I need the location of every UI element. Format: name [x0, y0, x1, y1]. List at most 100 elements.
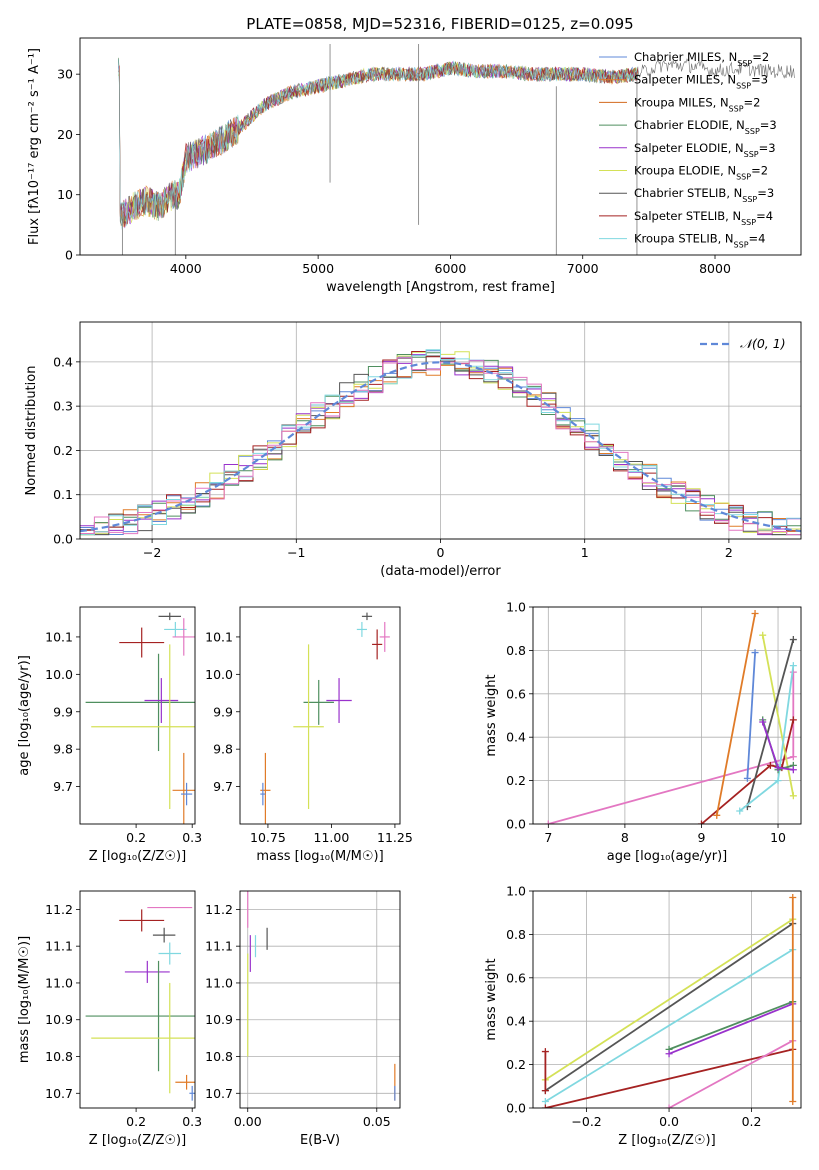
y-tick-label: 9.9 — [53, 704, 73, 719]
plot-area — [85, 906, 195, 1101]
axes-frame: 10.75 11.00 11.25 9.7 9.8 9.9 10.0 10.1 mass [lo… — [205, 606, 413, 864]
errorbar-point — [189, 1085, 195, 1101]
x-axis-label: Z [log₁₀(Z/Z☉)] — [618, 1133, 715, 1148]
y-tick-label: 9.8 — [213, 742, 233, 757]
errorbar-point — [356, 621, 367, 637]
weight-marker — [789, 662, 797, 670]
weight-marker — [751, 610, 759, 618]
weight-marker — [759, 631, 767, 639]
legend-suffix: =4 — [749, 232, 766, 246]
x-tick-label: 0.0 — [659, 1114, 679, 1129]
y-tick-label: 11.0 — [45, 975, 73, 990]
y-tick-label: 10.9 — [205, 1012, 233, 1027]
y-tick-label: 10.8 — [205, 1049, 233, 1064]
weight-marker — [736, 807, 744, 815]
weight-marker — [789, 894, 797, 902]
axes-border — [79, 321, 802, 540]
y-tick-label: 10.1 — [45, 629, 73, 644]
legend-suffix: =3 — [751, 73, 768, 87]
x-tick-label: 0 — [437, 545, 445, 560]
weight-marker — [789, 636, 797, 644]
age-vs-metallicity-panel: 0.2 0.3 9.7 9.8 9.9 10.0 10.1 Z [log₁₀(Z/Z☉)] ag… — [17, 606, 202, 864]
axes-frame: 7 8 9 10 0.0 0.2 0.4 0.6 0.8 1.0 age [log₁₀(age/yr… — [484, 600, 802, 864]
weight-marker — [789, 753, 797, 761]
weight-marker — [665, 1104, 673, 1108]
errorbar-point — [372, 629, 383, 660]
weight-line — [715, 613, 756, 816]
legend-subscript: SSP — [729, 104, 744, 113]
plot-area — [541, 894, 797, 1108]
legend-label: Kroupa STELIB, NSSP=4 — [634, 232, 765, 250]
axes-frame: 0.00 0.05 10.7 10.8 10.9 11.0 11.1 11.2 E(B-V) — [205, 890, 401, 1148]
y-tick-label: 10.0 — [45, 667, 73, 682]
weight-marker — [665, 1050, 673, 1058]
weight-marker — [541, 1097, 549, 1105]
errorbar-point — [158, 942, 181, 965]
mass-vs-ebv-panel: 0.00 0.05 10.7 10.8 10.9 11.0 11.1 11.2 E(B-V) — [205, 890, 401, 1148]
x-tick-label: 0.05 — [363, 1114, 391, 1129]
weight-marker — [774, 777, 782, 785]
y-tick-label: 10.7 — [45, 1086, 73, 1101]
spectrum-line — [118, 62, 639, 228]
weight-vs-age-panel: 7 8 9 10 0.0 0.2 0.4 0.6 0.8 1.0 age [log₁₀(age/yr… — [484, 600, 802, 864]
y-tick-label: 11.1 — [45, 939, 73, 954]
y-tick-label: 11.2 — [205, 902, 233, 917]
legend-label: Chabrier MILES, NSSP=2 — [634, 50, 769, 68]
weight-line — [746, 652, 756, 779]
legend-label: Kroupa ELODIE, NSSP=2 — [634, 164, 768, 182]
y-tick-label: 0.8 — [506, 643, 526, 658]
x-tick-label: 10.75 — [250, 830, 286, 845]
errorbar-point — [379, 621, 390, 652]
x-tick-label: 1 — [581, 545, 589, 560]
gaussian-curve — [80, 361, 801, 533]
axes-border — [239, 606, 401, 825]
weight-marker — [743, 774, 751, 782]
y-tick-label: 0.4 — [506, 1014, 526, 1029]
weight-line — [668, 1002, 794, 1055]
x-axis-label: Z [log₁₀(Z/Z☉)] — [89, 1133, 186, 1148]
y-tick-label: 0.4 — [506, 730, 526, 745]
x-tick-label: 7000 — [567, 261, 599, 276]
legend-subscript: SSP — [734, 240, 749, 249]
errorbar-point — [260, 782, 266, 806]
spectrum-line — [118, 58, 639, 230]
weight-line — [544, 922, 794, 1092]
x-tick-label: 0.00 — [234, 1114, 262, 1129]
y-axis-label: Normed distribution — [24, 366, 39, 496]
y-tick-label: 9.7 — [213, 779, 233, 794]
x-tick-label: 2 — [725, 545, 733, 560]
x-tick-label: 0.3 — [182, 830, 202, 845]
x-tick-label: 6000 — [435, 261, 467, 276]
x-axis-label: Z [log₁₀(Z/Z☉)] — [89, 849, 186, 864]
errorbar-point — [180, 782, 193, 806]
plot-area — [80, 349, 801, 536]
legend-suffix: =4 — [756, 209, 773, 223]
plot-area — [118, 44, 795, 255]
legend-suffix: =3 — [760, 118, 777, 132]
weight-marker — [751, 649, 759, 657]
legend-suffix: =2 — [752, 50, 769, 64]
weight-line — [668, 1000, 794, 1051]
x-tick-label: −1 — [287, 545, 305, 560]
weight-marker — [541, 1104, 549, 1108]
errorbar-point — [293, 644, 324, 810]
x-axis-label: mass [log₁₀(M/M☉)] — [256, 849, 383, 864]
errorbar-point — [85, 960, 195, 1072]
y-tick-label: 30 — [57, 67, 73, 82]
errorbar-point — [91, 982, 195, 1094]
y-tick-label: 10.0 — [205, 667, 233, 682]
x-tick-label: −0.2 — [571, 1114, 601, 1129]
weight-line — [544, 918, 794, 1081]
weight-line — [545, 1048, 794, 1108]
weight-marker — [544, 820, 552, 824]
x-tick-label: 11.00 — [314, 830, 350, 845]
legend-label: Salpeter MILES, NSSP=3 — [634, 73, 768, 91]
y-tick-label: 9.8 — [53, 742, 73, 757]
legend-label: Chabrier ELODIE, NSSP=3 — [634, 118, 777, 136]
weight-line — [668, 1039, 794, 1108]
weight-line — [746, 639, 795, 807]
weight-marker — [697, 820, 705, 824]
axes-border — [79, 37, 802, 256]
errorbar-point — [124, 960, 170, 983]
